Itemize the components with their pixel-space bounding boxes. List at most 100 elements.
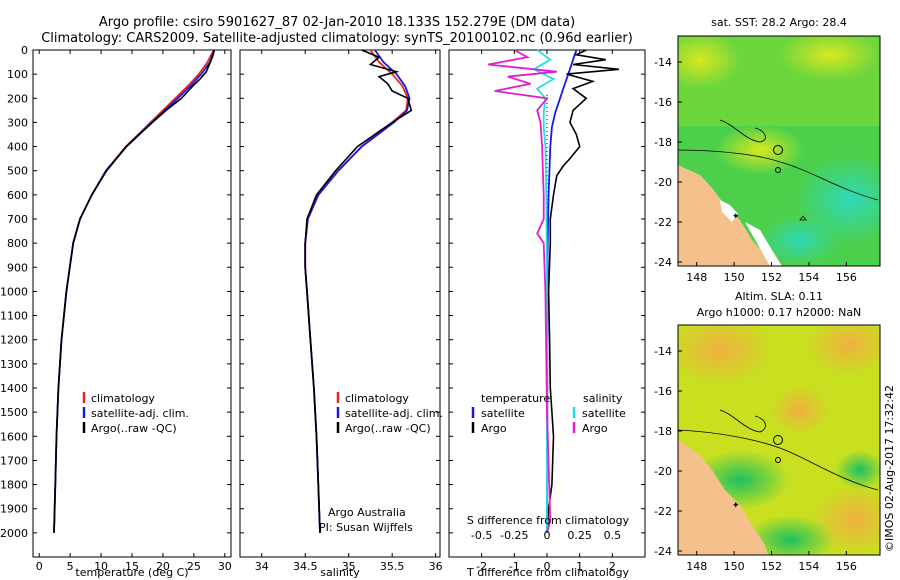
s-difference-tick-label: 0	[544, 529, 551, 542]
s-difference-tick-label: -0.5	[471, 529, 492, 542]
depth-tick-label: 1700	[0, 454, 28, 467]
salinity-series-argo-raw-qc-	[304, 49, 413, 533]
depth-tick-label: 700	[7, 213, 28, 226]
map-longitude-label: 150	[724, 271, 745, 284]
depth-tick-label: 1500	[0, 406, 28, 419]
depth-tick-label: 1400	[0, 382, 28, 395]
temperature-panel: 0100200300400500600700800900100011001200…	[0, 44, 232, 579]
salinity-annotation-line2: PI: Susan Wijffels	[319, 521, 413, 534]
map-latitude-label: -24	[654, 545, 672, 558]
salinity-xtick-label: 34	[255, 560, 269, 573]
map-longitude-label: 154	[798, 271, 819, 284]
temperature-xtick-label: 10	[94, 560, 108, 573]
depth-tick-label: 600	[7, 189, 28, 202]
legend-t-satellite: satellite	[481, 407, 525, 420]
map-longitude-label: 156	[836, 271, 857, 284]
sst-map-field: ✦	[678, 36, 880, 266]
legend-climatology: climatology	[345, 392, 409, 405]
depth-tick-label: 0	[21, 44, 28, 57]
depth-tick-label: 1000	[0, 285, 28, 298]
differences-series-t-argo	[546, 49, 619, 533]
differences-xtick-label: -1	[509, 560, 520, 573]
salinity-annotation-line1: Argo Australia	[328, 506, 406, 519]
depth-tick-label: 500	[7, 165, 28, 178]
depth-tick-label: 900	[7, 261, 28, 274]
map-longitude-label: 152	[761, 271, 782, 284]
temperature-xtick-label: 30	[218, 560, 232, 573]
depth-tick-label: 200	[7, 92, 28, 105]
map-latitude-label: -16	[654, 96, 672, 109]
differences-xtick-label: 0	[544, 560, 551, 573]
map-longitude-label: 148	[686, 271, 707, 284]
copyright-stamp: ©IMOS 02-Aug-2017 17:32:42	[883, 385, 896, 552]
differences-xtick-label: 2	[609, 560, 616, 573]
figure-title-line2: Climatology: CARS2009. Satellite-adjuste…	[41, 31, 633, 46]
s-difference-tick-label: 0.25	[567, 529, 592, 542]
legend-s-argo: Argo	[582, 422, 608, 435]
temperature-xtick-label: 20	[156, 560, 170, 573]
map-latitude-label: -18	[654, 136, 672, 149]
map-longitude-label: 156	[836, 560, 857, 573]
sla-profile-marker: ✦	[732, 501, 740, 511]
figure-title-line1: Argo profile: csiro 5901627_87 02-Jan-20…	[99, 15, 575, 30]
depth-tick-label: 1600	[0, 430, 28, 443]
salinity-xtick-label: 34.5	[293, 560, 318, 573]
salinity-xlabel: salinity	[320, 566, 360, 579]
legend-climatology: climatology	[91, 392, 155, 405]
depth-tick-label: 2000	[0, 527, 28, 540]
salinity-legend: climatology satellite-adj. clim. Argo(..…	[336, 392, 443, 435]
sla-map-title-line2: Argo h1000: 0.17 h2000: NaN	[697, 306, 862, 319]
map-latitude-label: -14	[654, 345, 672, 358]
temperature-xtick-label: 25	[187, 560, 201, 573]
sla-map-title-line1: Altim. SLA: 0.11	[735, 290, 823, 303]
sst-profile-marker: ✦	[732, 212, 740, 222]
temperature-xtick-label: 5	[67, 560, 74, 573]
map-latitude-label: -20	[654, 176, 672, 189]
map-longitude-label: 152	[761, 560, 782, 573]
salinity-xtick-label: 36	[429, 560, 443, 573]
depth-tick-label: 300	[7, 116, 28, 129]
sla-map-field: ✦	[678, 325, 880, 555]
t-difference-xlabel: T difference from climatology	[466, 566, 629, 579]
map-latitude-label: -20	[654, 465, 672, 478]
temperature-legend: climatology satellite-adj. clim. Argo(..…	[82, 392, 189, 435]
legend-temperature-title: temperature	[481, 392, 550, 405]
salinity-panel: 34 34.5 35 35.5 36 climatology satellite-adj…	[239, 49, 443, 579]
differences-series-s-satellite	[532, 49, 556, 533]
map-latitude-label: -18	[654, 425, 672, 438]
depth-tick-label: 1800	[0, 479, 28, 492]
legend-t-argo: Argo	[481, 422, 507, 435]
differences-series-s-argo	[488, 49, 557, 534]
depth-tick-label: 1300	[0, 358, 28, 371]
map-latitude-label: -16	[654, 385, 672, 398]
s-difference-xlabel: S difference from climatology	[467, 514, 630, 527]
salinity-xtick-label: 35	[342, 560, 356, 573]
legend-satellite: satellite-adj. clim.	[345, 407, 443, 420]
differences-legend: temperature salinity satellite Argo sate…	[471, 392, 626, 435]
salinity-xtick-label: 35.5	[380, 560, 405, 573]
legend-salinity-title: salinity	[583, 392, 623, 405]
depth-tick-label: 100	[7, 68, 28, 81]
map-latitude-label: -24	[654, 256, 672, 269]
depth-tick-label: 1100	[0, 310, 28, 323]
legend-argo: Argo(..raw -QC)	[91, 422, 177, 435]
depth-tick-label: 1900	[0, 503, 28, 516]
s-difference-tick-label: -0.25	[500, 529, 528, 542]
sst-map-title: sat. SST: 28.2 Argo: 28.4	[711, 16, 847, 29]
temperature-xlabel: temperature (deg C)	[75, 566, 188, 579]
temperature-xtick-label: 15	[125, 560, 139, 573]
depth-tick-label: 800	[7, 237, 28, 250]
differences-panel: -2 -1 0 1 2 temperature salinity satellite A…	[448, 49, 646, 579]
legend-s-satellite: satellite	[582, 407, 626, 420]
map-latitude-label: -14	[654, 56, 672, 69]
legend-satellite: satellite-adj. clim.	[91, 407, 189, 420]
map-longitude-label: 154	[798, 560, 819, 573]
legend-argo: Argo(..raw -QC)	[345, 422, 431, 435]
sst-map-panel: sat. SST: 28.2 Argo: 28.4 ✦ 148 150 152 154…	[654, 16, 881, 284]
differences-xtick-label: 1	[576, 560, 583, 573]
map-longitude-label: 150	[724, 560, 745, 573]
map-latitude-label: -22	[654, 505, 672, 518]
map-latitude-label: -22	[654, 216, 672, 229]
map-longitude-label: 148	[686, 560, 707, 573]
